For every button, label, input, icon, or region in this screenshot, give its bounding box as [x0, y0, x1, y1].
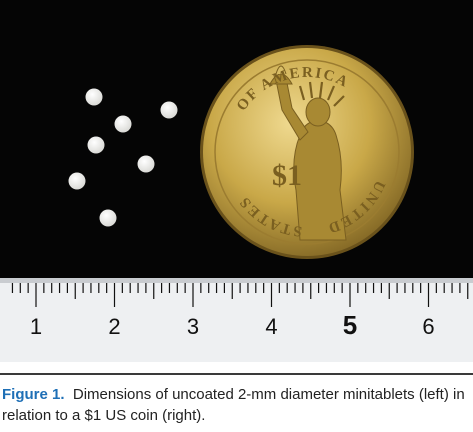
ruler-ticks [11, 283, 469, 307]
minitablet [99, 209, 117, 227]
ruler-numbers: 1 2 3 4 5 6 [30, 310, 435, 340]
minitablet [68, 172, 86, 190]
ruler-number: 2 [108, 314, 120, 339]
figure-caption: Figure 1. Dimensions of uncoated 2-mm di… [2, 384, 470, 426]
ruler-number: 5 [343, 310, 357, 340]
minitablet [137, 155, 155, 173]
dollar-coin: $1 OF AMERICA STATES UNITED [200, 45, 414, 259]
minitablet [114, 115, 132, 133]
caption-divider [0, 373, 473, 375]
ruler-number: 4 [265, 314, 277, 339]
minitablet [160, 101, 178, 119]
ruler: 1 2 3 4 5 6 [0, 278, 473, 362]
coin-denomination: $1 [272, 159, 302, 192]
ruler-number: 6 [422, 314, 434, 339]
caption-label: Figure 1. [2, 386, 65, 403]
minitablets [68, 88, 178, 227]
figure-photo: $1 OF AMERICA STATES UNITED 1 2 3 4 5 6 [0, 0, 473, 362]
ruler-number: 1 [30, 314, 42, 339]
ruler-number: 3 [187, 314, 199, 339]
minitablet [87, 136, 105, 154]
caption-text: Dimensions of uncoated 2-mm diameter min… [2, 386, 465, 424]
minitablet [85, 88, 103, 106]
